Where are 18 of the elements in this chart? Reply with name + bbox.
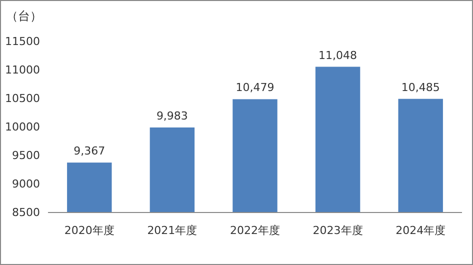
- y-tick-label: 8500: [12, 206, 40, 219]
- data-label: 9,983: [156, 109, 188, 122]
- y-tick-label: 9500: [12, 149, 40, 162]
- x-tick-label: 2022年度: [230, 224, 280, 237]
- y-tick-label: 9000: [12, 178, 40, 190]
- y-tick-label: 11500: [5, 35, 40, 48]
- x-tick-label: 2024年度: [396, 224, 446, 237]
- data-label: 11,048: [318, 48, 358, 62]
- y-tick-label: 10000: [5, 120, 40, 134]
- y-tick-label: 10500: [5, 92, 40, 105]
- y-tick-label: 11000: [5, 64, 40, 76]
- x-tick-label: 2020年度: [64, 224, 114, 237]
- y-axis-title: （台）: [6, 9, 42, 23]
- data-label: 9,367: [74, 144, 106, 158]
- x-tick-label: 2023年度: [312, 224, 363, 237]
- x-tick-label: 2021年度: [147, 224, 198, 237]
- data-label: 10,485: [401, 80, 440, 94]
- data-label: 10,479: [236, 81, 274, 94]
